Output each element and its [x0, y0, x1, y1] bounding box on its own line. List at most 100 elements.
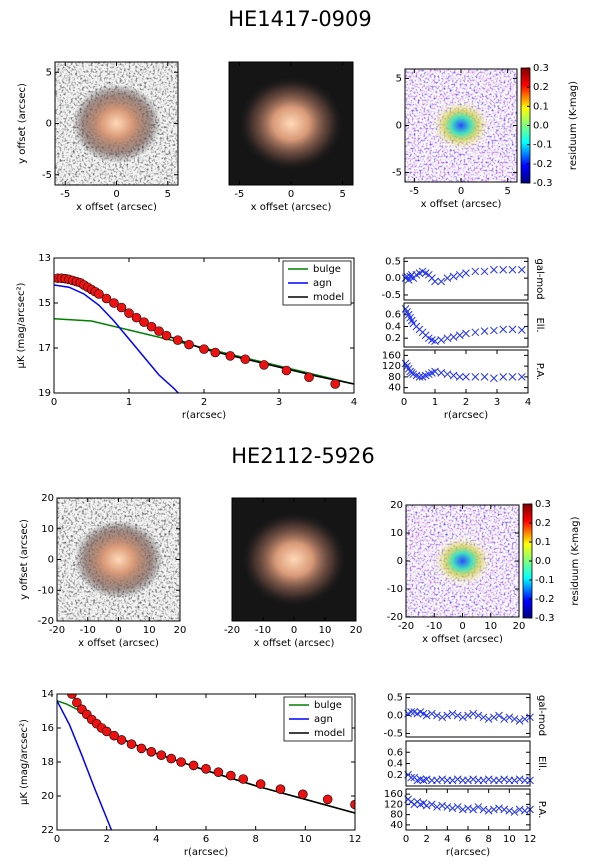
y-tick-label: -0.5	[383, 728, 403, 739]
x-marker	[469, 775, 478, 784]
x-marker	[469, 709, 478, 718]
data-point	[330, 379, 341, 389]
y-tick-label: -5	[392, 168, 402, 179]
x-marker	[510, 776, 519, 785]
x-tick-label: 4	[444, 834, 450, 845]
data-point	[154, 326, 164, 336]
x-marker	[510, 715, 519, 723]
x-tick-label: 6	[465, 834, 471, 845]
x-marker	[455, 331, 464, 340]
x-tick-label: 20	[513, 621, 526, 632]
y-tick-label: 17	[38, 343, 51, 354]
x-marker	[484, 806, 493, 815]
x-marker	[443, 274, 452, 283]
x-tick-label: -10	[426, 621, 442, 632]
axes-frame	[405, 788, 531, 831]
y-tick-label: -20	[38, 616, 54, 627]
y-tick-label: 15	[38, 298, 51, 309]
x-marker	[443, 334, 452, 343]
x-axis-label: r(arcsec)	[446, 847, 490, 858]
legend-label: bulge	[314, 700, 342, 711]
data-point	[255, 779, 266, 789]
x-marker	[427, 800, 436, 809]
data-point	[275, 784, 286, 795]
data-point	[176, 757, 186, 767]
x-tick-label: -20	[49, 625, 65, 636]
data-point	[101, 726, 112, 737]
axes-frame	[53, 257, 355, 394]
data-point	[131, 312, 142, 323]
data-point	[126, 739, 137, 749]
colorbar-tick-label: 0.0	[535, 556, 551, 567]
y-tick-label: 0.4	[385, 321, 401, 332]
y-tick-label: 10	[390, 528, 403, 539]
y-tick-label: 13	[38, 253, 51, 264]
x-marker	[422, 801, 431, 810]
y-tick-label: 0	[46, 119, 52, 130]
colorbar-tick-label: -0.3	[533, 178, 553, 189]
x-marker	[455, 373, 464, 381]
x-marker	[479, 713, 488, 722]
galaxy	[241, 512, 347, 607]
x-marker	[438, 775, 447, 784]
x-marker	[495, 711, 503, 720]
data-point	[67, 694, 77, 699]
data-point	[166, 753, 177, 764]
x-marker	[480, 267, 489, 276]
x-tick-label: 5	[339, 189, 345, 200]
y-tick-label: 120	[382, 361, 401, 372]
y-tick-label: 0.0	[385, 273, 401, 284]
colorbar-tick-label: 0.1	[533, 101, 549, 112]
x-marker	[453, 803, 462, 811]
x-marker	[490, 265, 498, 274]
x-marker	[500, 775, 509, 784]
x-marker	[415, 373, 424, 381]
x-tick-label: 10	[299, 834, 312, 845]
data-point	[124, 308, 134, 318]
x-marker	[433, 803, 441, 811]
y-tick-label: 16	[41, 723, 54, 734]
data-point	[116, 302, 127, 313]
x-marker	[448, 804, 457, 813]
plot-area	[57, 694, 355, 830]
data-point	[210, 347, 221, 358]
x-axis-label: x offset (arcsec)	[421, 199, 502, 210]
x-tick-label: 12	[349, 834, 362, 845]
x-tick-label: 3	[276, 397, 282, 408]
y-tick-label: 5	[46, 67, 52, 78]
x-marker	[462, 269, 470, 277]
x-marker	[464, 776, 472, 785]
y-tick-label: 20	[390, 500, 403, 511]
data-point	[172, 335, 183, 345]
x-tick-label: 0	[459, 621, 465, 632]
x-marker	[448, 776, 457, 785]
data-point	[298, 789, 308, 800]
data-point	[322, 794, 333, 805]
x-marker	[508, 325, 517, 334]
y-tick-label: 40	[390, 820, 403, 831]
data-point	[226, 770, 236, 781]
residual-core	[430, 534, 495, 588]
x-marker	[449, 371, 458, 380]
y-tick-label: 20	[41, 493, 54, 504]
axes-frame	[403, 349, 529, 394]
x-axis-label: x offset (arcsec)	[78, 638, 159, 649]
galaxy	[72, 84, 161, 163]
y-tick-label: 80	[388, 372, 401, 383]
x-marker	[458, 805, 467, 814]
colorbar-tick-label: -0.1	[535, 575, 555, 586]
y-tick-label: 22	[41, 825, 54, 836]
x-axis-label: x offset (arcsec)	[251, 202, 332, 213]
x-marker	[433, 776, 441, 785]
data-point	[136, 743, 147, 754]
x-tick-label: 4	[351, 397, 357, 408]
x-marker	[471, 267, 480, 276]
x-marker	[431, 277, 439, 286]
x-marker	[462, 329, 470, 338]
x-tick-label: 0	[113, 189, 119, 200]
data-point	[109, 730, 119, 741]
data-point	[259, 360, 269, 370]
data-point	[72, 697, 82, 708]
legend-label: model	[314, 728, 345, 739]
legend-label: agn	[313, 278, 332, 289]
